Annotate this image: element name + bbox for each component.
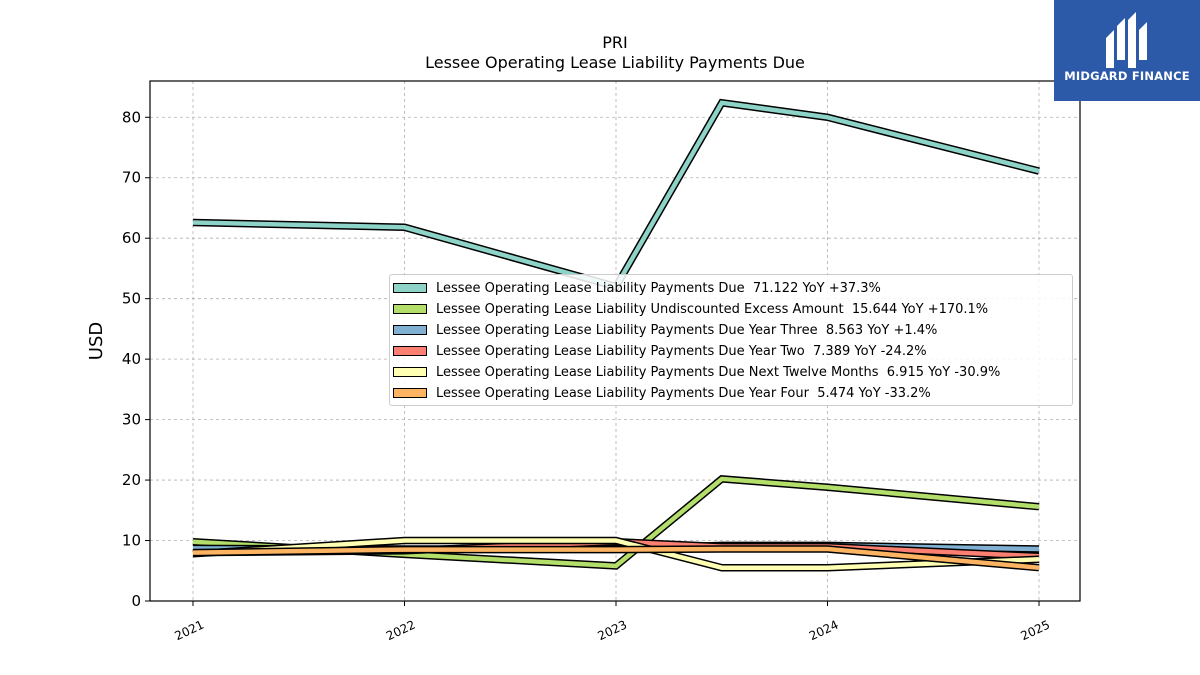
series-stroke xyxy=(192,100,1040,290)
y-tick-label: 10 xyxy=(122,532,141,550)
y-axis-label: USD xyxy=(86,322,107,360)
legend-swatch xyxy=(393,367,427,377)
x-tick-label: 2022 xyxy=(384,618,418,644)
legend-swatch xyxy=(393,388,427,398)
legend-swatch xyxy=(393,304,427,314)
legend-label: Lessee Operating Lease Liability Payment… xyxy=(436,343,927,359)
series-stroke xyxy=(192,538,1040,570)
x-tick-label: 2024 xyxy=(807,618,841,644)
legend-label: Lessee Operating Lease Liability Payment… xyxy=(436,385,931,401)
chart-legend: Lessee Operating Lease Liability Payment… xyxy=(389,274,1073,406)
legend-swatch xyxy=(393,283,427,293)
legend-item: Lessee Operating Lease Liability Payment… xyxy=(390,341,927,361)
series-stroke xyxy=(192,546,1040,570)
legend-label: Lessee Operating Lease Liability Payment… xyxy=(436,364,1001,380)
legend-swatch xyxy=(393,325,427,335)
legend-item: Lessee Operating Lease Liability Payment… xyxy=(390,362,1000,382)
x-tick-label: 2023 xyxy=(596,618,630,644)
legend-item: Lessee Operating Lease Liability Payment… xyxy=(390,278,881,298)
legend-item: Lessee Operating Lease Liability Payment… xyxy=(390,383,931,403)
series-line-1 xyxy=(192,98,1040,291)
legend-label: Lessee Operating Lease Liability Payment… xyxy=(436,322,938,338)
legend-item: Lessee Operating Lease Liability Undisco… xyxy=(390,299,988,319)
legend-label: Lessee Operating Lease Liability Undisco… xyxy=(436,301,989,317)
y-tick-label: 60 xyxy=(122,229,141,247)
logo-mark-icon xyxy=(1106,12,1147,68)
axes-frame xyxy=(149,80,1081,602)
x-tick-label: 2025 xyxy=(1019,618,1053,644)
legend-label: Lessee Operating Lease Liability Payment… xyxy=(436,280,881,296)
series-line-5 xyxy=(192,536,1040,572)
y-tick-label: 30 xyxy=(122,411,141,429)
x-tick-label: 2021 xyxy=(173,618,207,644)
series-lines xyxy=(192,98,1040,572)
legend-swatch xyxy=(393,346,427,356)
brand-logo: MIDGARD FINANCE xyxy=(1054,0,1200,101)
y-tick-label: 80 xyxy=(122,108,141,126)
y-tick-label: 50 xyxy=(122,290,141,308)
series-line-6 xyxy=(192,545,1040,572)
y-tick-label: 0 xyxy=(131,592,141,610)
chart-title: PRI xyxy=(602,33,627,52)
y-tick-label: 20 xyxy=(122,471,141,489)
chart-subtitle: Lessee Operating Lease Liability Payment… xyxy=(425,53,805,72)
logo-text: MIDGARD FINANCE xyxy=(1064,69,1190,83)
legend-item: Lessee Operating Lease Liability Payment… xyxy=(390,320,937,340)
y-tick-label: 40 xyxy=(122,350,141,368)
y-tick-label: 70 xyxy=(122,169,141,187)
